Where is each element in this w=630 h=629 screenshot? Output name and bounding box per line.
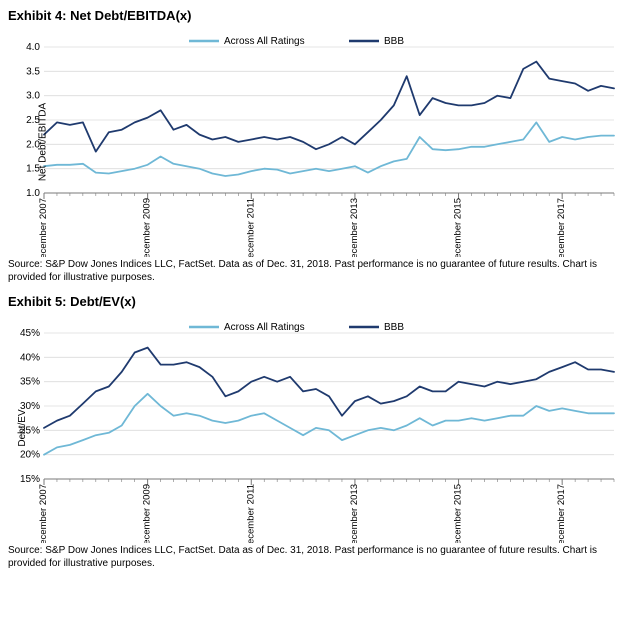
exhibit4-title: Exhibit 4: Net Debt/EBITDA(x) (8, 8, 622, 23)
svg-text:Across All Ratings: Across All Ratings (224, 36, 305, 47)
svg-text:15%: 15% (20, 474, 40, 485)
svg-text:December 2015: December 2015 (453, 198, 464, 257)
exhibit5-svg: 15%20%25%30%35%40%45%December 2007Decemb… (8, 313, 622, 543)
svg-text:45%: 45% (20, 328, 40, 339)
exhibit5-source: Source: S&P Dow Jones Indices LLC, FactS… (8, 545, 622, 570)
svg-text:3.5: 3.5 (26, 66, 40, 77)
exhibit4-source: Source: S&P Dow Jones Indices LLC, FactS… (8, 259, 622, 284)
svg-text:December 2013: December 2013 (349, 484, 360, 543)
exhibit4-chart: Net Debt/EBITDA 1.01.52.02.53.03.54.0Dec… (8, 27, 622, 257)
svg-text:December 2011: December 2011 (245, 198, 256, 257)
exhibit5-title: Exhibit 5: Debt/EV(x) (8, 294, 622, 309)
exhibit4-ylabel: Net Debt/EBITDA (38, 103, 49, 181)
svg-text:December 2009: December 2009 (142, 198, 153, 257)
svg-text:December 2017: December 2017 (556, 484, 567, 543)
svg-text:December 2015: December 2015 (453, 484, 464, 543)
svg-text:December 2007: December 2007 (38, 484, 49, 543)
svg-text:December 2007: December 2007 (38, 198, 49, 257)
svg-text:December 2017: December 2017 (556, 198, 567, 257)
svg-text:4.0: 4.0 (26, 42, 40, 53)
svg-text:Across All Ratings: Across All Ratings (224, 322, 305, 333)
svg-text:December 2013: December 2013 (349, 198, 360, 257)
svg-text:BBB: BBB (384, 36, 404, 47)
svg-text:BBB: BBB (384, 322, 404, 333)
svg-text:December 2011: December 2011 (245, 484, 256, 543)
svg-text:3.0: 3.0 (26, 91, 40, 102)
svg-text:40%: 40% (20, 352, 40, 363)
svg-text:1.0: 1.0 (26, 188, 40, 199)
exhibit4-svg: 1.01.52.02.53.03.54.0December 2007Decemb… (8, 27, 622, 257)
svg-text:December 2009: December 2009 (142, 484, 153, 543)
svg-text:35%: 35% (20, 377, 40, 388)
svg-text:20%: 20% (20, 450, 40, 461)
exhibit5-chart: Debt/EV 15%20%25%30%35%40%45%December 20… (8, 313, 622, 543)
exhibit5-ylabel: Debt/EV (17, 409, 28, 446)
